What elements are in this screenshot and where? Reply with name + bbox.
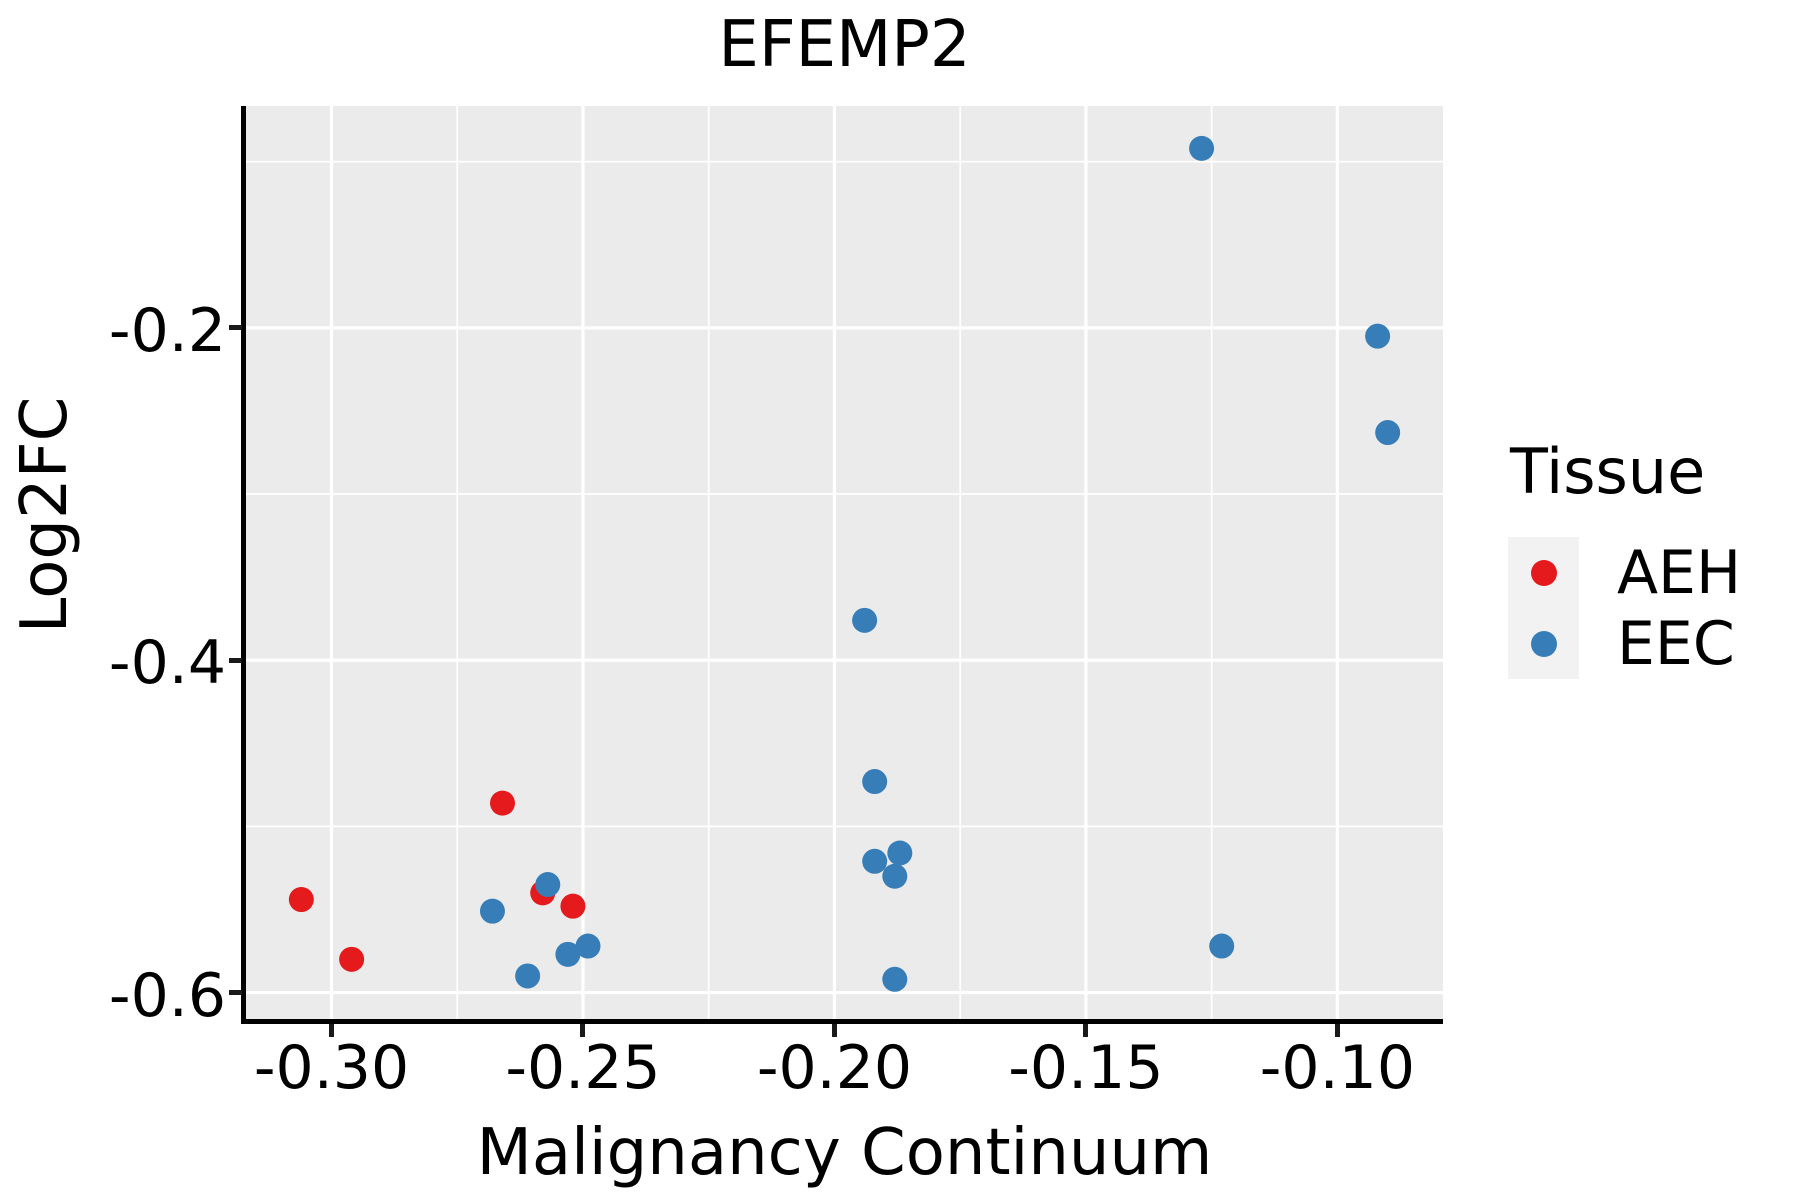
- plot-panel: [246, 106, 1443, 1020]
- data-point-eec: [852, 607, 878, 633]
- legend-entry-eec: EEC: [1508, 608, 1741, 679]
- y-tick-label: -0.2: [108, 295, 226, 366]
- x-tick-mark: [329, 1024, 334, 1037]
- data-point-eec: [555, 941, 581, 967]
- legend-key-eec: [1508, 608, 1579, 679]
- aeh-marker-icon: [1530, 559, 1557, 586]
- x-axis-title: Malignancy Continuum: [476, 1116, 1213, 1190]
- legend-title: Tissue: [1510, 435, 1706, 508]
- legend: Tissue AEH EEC: [1508, 440, 1741, 679]
- data-point-eec: [862, 769, 888, 795]
- y-tick-mark: [229, 325, 242, 331]
- y-tick-mark: [229, 657, 242, 663]
- y-axis-line: [241, 106, 246, 1020]
- legend-label-aeh: AEH: [1617, 537, 1742, 608]
- data-point-aeh: [288, 887, 314, 913]
- legend-keys: AEH EEC: [1508, 537, 1741, 679]
- plot-title: EFEMP2: [718, 8, 971, 82]
- x-tick-label: -0.25: [505, 1033, 661, 1103]
- data-point-eec: [1209, 933, 1235, 959]
- data-point-eec: [1375, 420, 1401, 446]
- data-point-eec: [515, 963, 541, 989]
- y-tick-label: -0.6: [108, 960, 226, 1031]
- legend-entry-aeh: AEH: [1508, 537, 1741, 608]
- y-axis-title-text: Log2FC: [8, 396, 82, 634]
- y-tick-label: -0.4: [108, 628, 226, 699]
- data-point-eec: [535, 872, 561, 898]
- y-tick-mark: [229, 990, 242, 996]
- data-point-eec: [1189, 135, 1215, 161]
- x-tick-label: -0.20: [756, 1033, 913, 1103]
- legend-label-eec: EEC: [1617, 608, 1735, 679]
- x-tick-mark: [831, 1024, 837, 1037]
- data-point-eec: [882, 863, 908, 889]
- x-tick-mark: [580, 1024, 586, 1037]
- scatter-canvas: [246, 106, 1443, 1020]
- legend-key-aeh: [1508, 537, 1579, 608]
- eec-marker-icon: [1530, 630, 1557, 657]
- x-tick-label: -0.15: [1008, 1033, 1164, 1103]
- data-point-aeh: [560, 893, 586, 919]
- x-axis-line: [241, 1019, 1443, 1024]
- panel-background: [246, 106, 1443, 1020]
- data-point-eec: [575, 933, 601, 959]
- x-tick-mark: [1334, 1024, 1340, 1037]
- data-point-eec: [882, 966, 908, 992]
- data-point-eec: [862, 848, 888, 874]
- x-tick-label: -0.10: [1259, 1033, 1415, 1103]
- x-tick-label: -0.30: [253, 1033, 410, 1103]
- data-point-eec: [1365, 323, 1391, 349]
- data-point-aeh: [490, 790, 515, 816]
- data-point-eec: [887, 840, 913, 866]
- data-point-eec: [479, 898, 505, 924]
- x-tick-mark: [1083, 1024, 1089, 1037]
- data-point-aeh: [339, 946, 365, 972]
